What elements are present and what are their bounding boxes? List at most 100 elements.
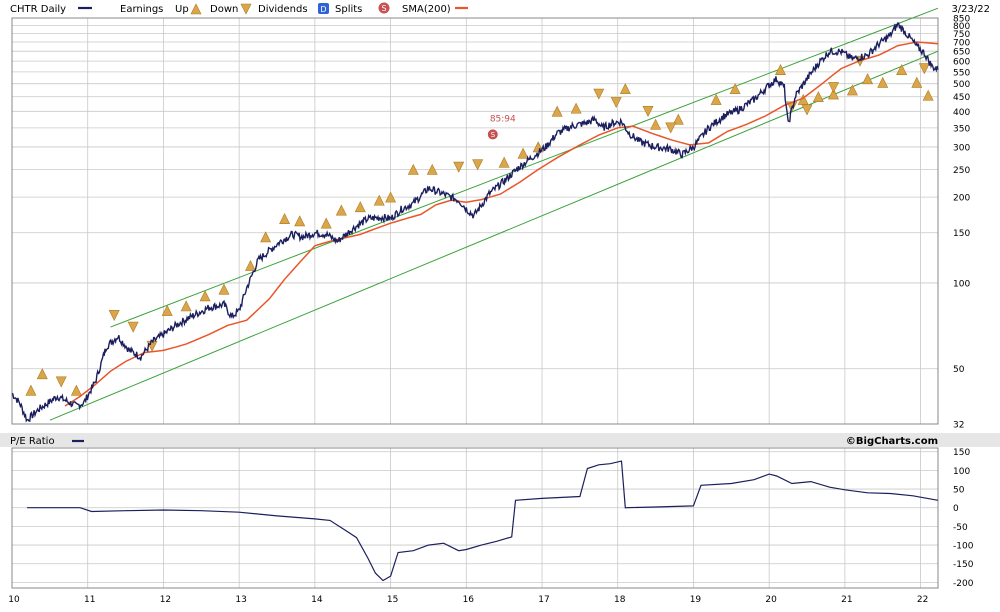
earnings-up-icon [25, 384, 37, 396]
sma-line [64, 41, 939, 407]
channel-upper-line [110, 7, 939, 328]
earnings-up-icon [922, 89, 934, 101]
earnings-down-icon [828, 82, 839, 94]
x-tick-label: 20 [765, 595, 777, 605]
price-y-tick: 200 [953, 194, 970, 204]
price-y-tick: 300 [953, 143, 970, 153]
x-axis: 10 11 12 13 14 15 16 17 18 19 20 21 22 [8, 595, 928, 605]
price-y-tick: 800 [953, 22, 970, 32]
earnings-up-icon [354, 201, 366, 213]
legend-dividend-icon [318, 3, 329, 14]
price-line [11, 22, 939, 423]
earnings-up-icon [846, 84, 858, 96]
pe-y-tick: 150 [953, 448, 970, 458]
price-y-tick: 500 [953, 80, 970, 90]
earnings-up-icon [812, 91, 824, 103]
price-y-tick: 750 [953, 30, 970, 40]
pe-y-tick: -200 [953, 579, 974, 589]
price-y-tick: 650 [953, 48, 970, 58]
legend-down-label: Down [210, 4, 238, 15]
earnings-up-icon [335, 204, 347, 216]
legend-date: 3/23/22 [951, 4, 990, 15]
earnings-up-icon [407, 163, 419, 175]
legend-earnings-up-icon [190, 3, 202, 15]
x-tick-label: 21 [841, 595, 852, 605]
earnings-up-icon [279, 213, 291, 225]
earnings-up-icon [498, 156, 510, 168]
x-tick-label: 19 [690, 595, 702, 605]
price-y-tick: 400 [953, 108, 970, 118]
pe-y-tick: 0 [953, 504, 959, 514]
price-grid [12, 17, 938, 425]
earnings-up-icon [896, 63, 908, 75]
earnings-down-icon [55, 376, 67, 388]
price-y-tick: 50 [953, 365, 965, 375]
legend-earnings-down-icon [240, 3, 252, 15]
split-icon [487, 129, 498, 140]
earnings-up-icon [619, 83, 631, 95]
earnings-up-icon [862, 73, 874, 85]
earnings-up-icon [672, 113, 684, 125]
earnings-up-icon [385, 191, 397, 203]
earnings-up-icon [911, 76, 923, 88]
earnings-up-icon [775, 63, 786, 75]
earnings-up-icon [36, 368, 48, 380]
legend-split-badge: S [381, 4, 386, 13]
earnings-down-icon [127, 321, 139, 333]
pe-y-tick: -100 [953, 542, 974, 552]
price-y-tick: 150 [953, 229, 970, 239]
split-annotation: 85:94 S [487, 114, 516, 140]
trend-channel [49, 7, 939, 421]
legend: CHTR Daily Earnings Up Down Dividends D … [10, 2, 990, 15]
earnings-up-icon [710, 93, 722, 105]
pe-panel-frame [11, 447, 939, 589]
earnings-down-icon [472, 159, 484, 171]
earnings-up-icon [570, 102, 582, 114]
earnings-down-icon [918, 63, 930, 75]
price-y-tick: 550 [953, 68, 970, 78]
legend-earnings-label: Earnings [120, 4, 163, 15]
x-tick-label: 22 [917, 595, 928, 605]
earnings-up-icon [161, 304, 173, 316]
x-tick-label: 14 [311, 595, 323, 605]
pe-y-axis: 150 100 50 0 -50 -100 -150 -200 [953, 448, 974, 589]
earnings-up-icon [729, 83, 741, 95]
split-badge: S [491, 131, 496, 139]
x-tick-label: 18 [614, 595, 626, 605]
price-y-tick: 250 [953, 166, 970, 176]
x-tick-label: 11 [84, 595, 95, 605]
legend-dividends-label: Dividends [258, 4, 308, 15]
legend-split-icon [378, 2, 390, 14]
legend-up-label: Up [175, 4, 189, 15]
earnings-up-icon [245, 259, 256, 271]
earnings-up-icon [218, 283, 230, 295]
pe-panel-title: P/E Ratio [10, 436, 55, 447]
earnings-up-icon [294, 215, 306, 227]
credit-label: ©BigCharts.com [846, 436, 938, 447]
earnings-up-icon [260, 231, 272, 243]
price-panel-frame [11, 17, 939, 425]
legend-dividend-badge: D [320, 5, 326, 14]
x-tick-label: 12 [160, 595, 171, 605]
earnings-down-icon [453, 161, 465, 173]
legend-splits-label: Splits [335, 4, 362, 15]
price-y-tick: 32 [953, 421, 964, 431]
earnings-down-icon [801, 104, 813, 116]
x-tick-label: 17 [538, 595, 549, 605]
pe-y-tick: -50 [953, 523, 968, 533]
earnings-up-icon [373, 194, 385, 206]
x-tick-label: 16 [463, 595, 475, 605]
earnings-up-icon [320, 217, 332, 229]
earnings-down-icon [593, 88, 605, 100]
earnings-markers [25, 55, 934, 396]
earnings-up-icon [877, 76, 889, 88]
earnings-up-icon [551, 105, 563, 117]
pe-y-tick: 100 [953, 467, 970, 477]
x-tick-label: 10 [8, 595, 20, 605]
earnings-down-icon [108, 309, 120, 321]
price-y-tick: 850 [953, 15, 970, 25]
earnings-up-icon [70, 384, 82, 396]
